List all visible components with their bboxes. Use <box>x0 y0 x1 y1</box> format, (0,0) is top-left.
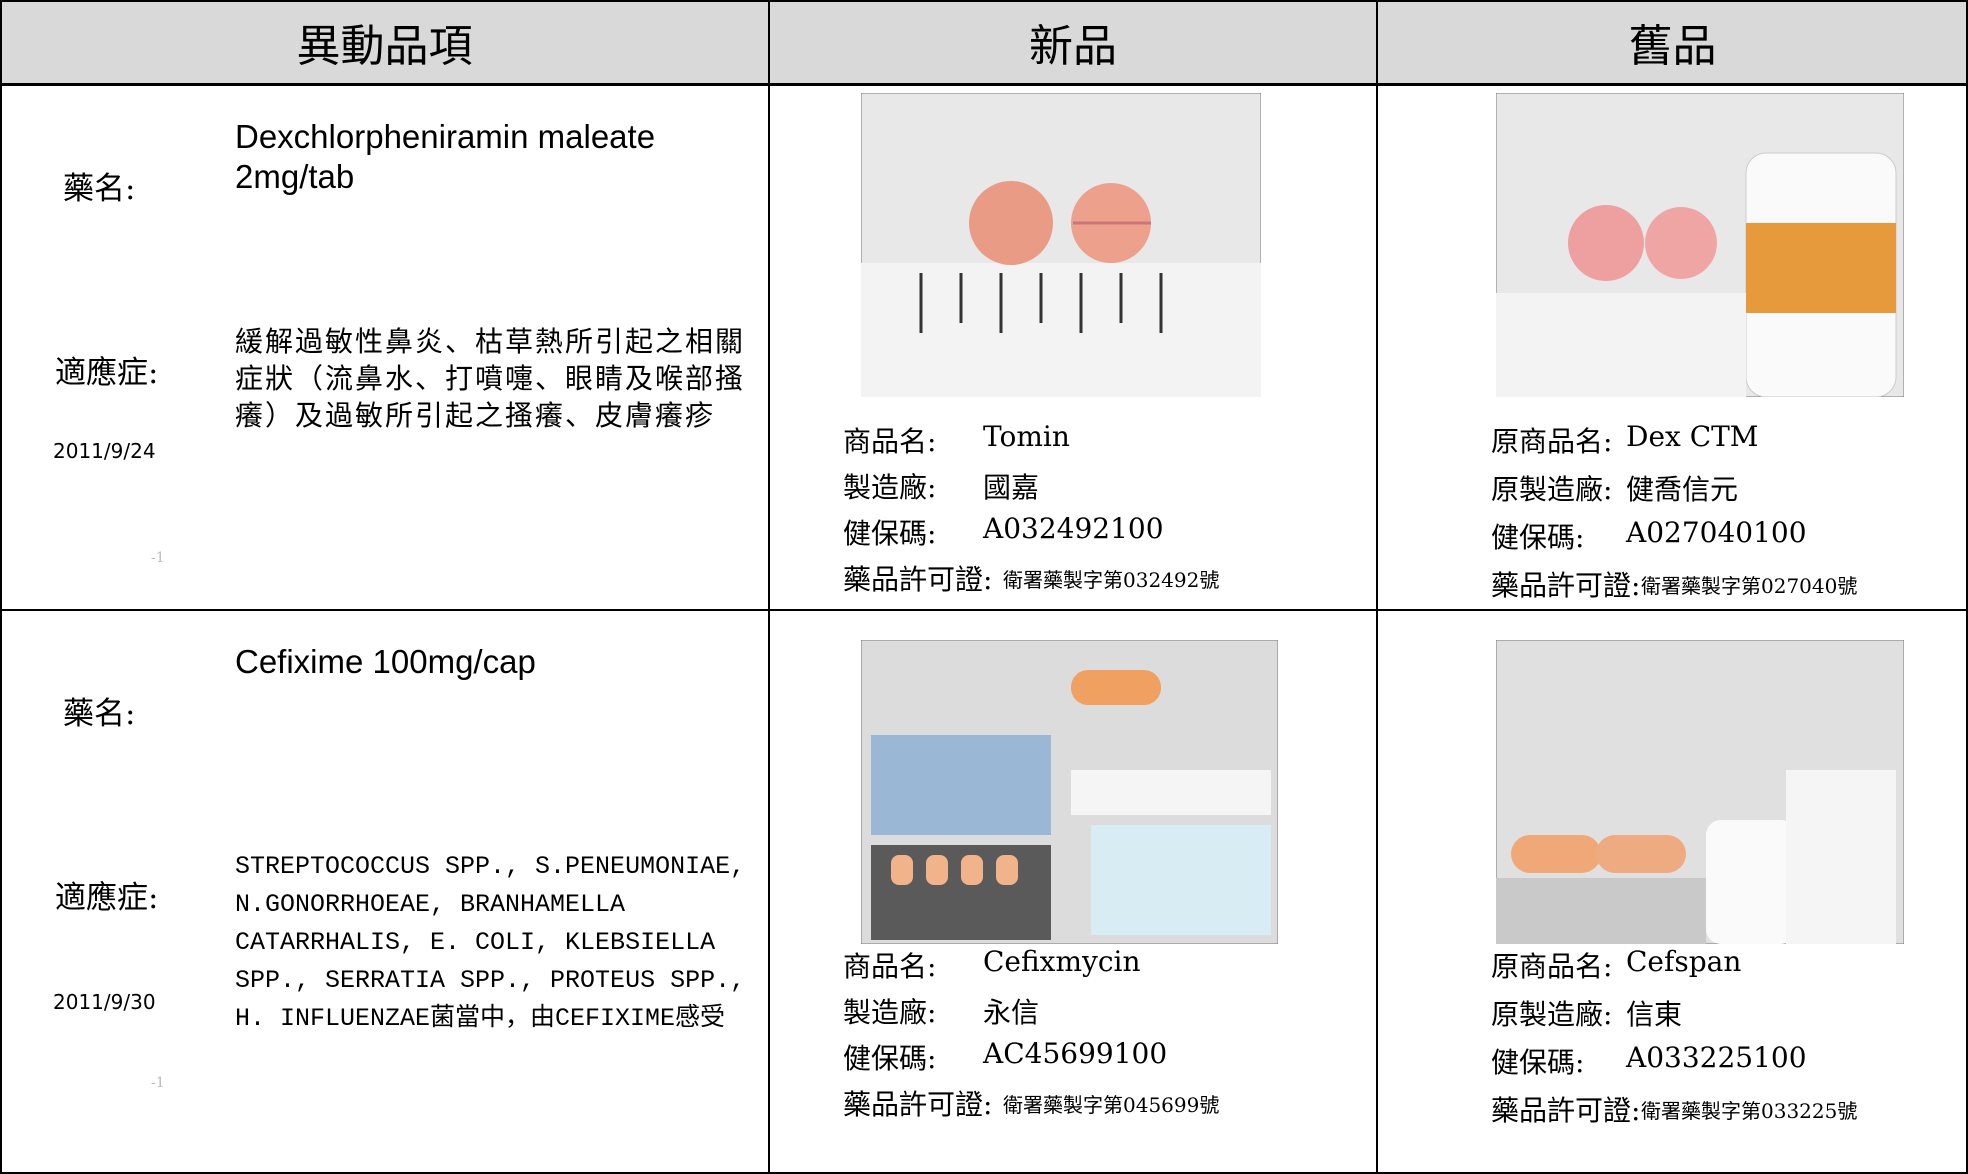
drug-label: 藥名: <box>63 696 136 732</box>
field-label: 藥品許可證: <box>843 563 993 596</box>
field-label: 藥品許可證: <box>1491 1094 1641 1127</box>
field-label: 藥品許可證: <box>1491 569 1641 602</box>
field-label: 製造廠: <box>843 471 937 504</box>
field: 健保碼: A033225100 <box>1491 1041 1807 1081</box>
field-label: 原商品名: <box>1491 425 1613 458</box>
field: 藥品許可證: 衛署藥製字第033225號 <box>1491 1089 1857 1129</box>
field-label: 健保碼: <box>843 517 937 550</box>
field: 健保碼: A027040100 <box>1491 516 1807 556</box>
field-value: 健喬信元 <box>1626 473 1739 506</box>
drug-label: 藥名: <box>63 171 136 207</box>
field-label: 原商品名: <box>1491 950 1613 983</box>
field: 原商品名: Dex CTM <box>1491 420 1758 460</box>
header-cell: 新品 <box>769 0 1377 85</box>
border <box>768 0 770 1174</box>
field-label: 原製造廠: <box>1491 473 1613 506</box>
date: 2011/9/24 <box>53 439 156 463</box>
date: 2011/9/30 <box>53 990 156 1014</box>
indication: 緩解過敏性鼻炎、枯草熱所引起之相關症狀（流鼻水、打噴嚏、眼睛及喉部搔癢）及過敏所… <box>235 325 746 432</box>
field: 原製造廠: 健喬信元 <box>1491 468 1738 508</box>
field-value: Dex CTM <box>1626 420 1759 453</box>
border <box>0 0 1968 2</box>
field-label: 商品名: <box>843 950 937 983</box>
indication: STREPTOCOCCUS SPP., S.PENEUMONIAE, N.GON… <box>235 852 746 1033</box>
field: 健保碼: A032492100 <box>843 512 1164 552</box>
field-value: 衛署藥製字第033225號 <box>1641 1099 1858 1123</box>
field-value: 衛署藥製字第027040號 <box>1641 574 1858 598</box>
field-value: A027040100 <box>1626 516 1807 549</box>
border <box>0 84 1968 86</box>
field-value: AC45699100 <box>983 1037 1168 1070</box>
header-cell: 舊品 <box>1377 0 1968 85</box>
field-label: 商品名: <box>843 425 937 458</box>
field-value: 信東 <box>1626 998 1683 1031</box>
field-label: 製造廠: <box>843 996 937 1029</box>
border <box>0 0 2 1174</box>
drug-photo <box>1496 93 1904 397</box>
field-value: A033225100 <box>1626 1041 1807 1074</box>
note: -1 <box>151 550 165 566</box>
field-label: 健保碼: <box>1491 521 1585 554</box>
field-value: Cefspan <box>1626 945 1742 978</box>
indication-label: 適應症: <box>55 880 159 916</box>
drug-photo <box>1496 640 1904 944</box>
border <box>1966 0 1968 1174</box>
field-value: 衛署藥製字第045699號 <box>1003 1093 1220 1117</box>
header-cell: 異動品項 <box>0 0 769 85</box>
field: 製造廠: 永信 <box>843 991 1039 1031</box>
field: 藥品許可證: 衛署藥製字第045699號 <box>843 1083 1219 1123</box>
note: -1 <box>151 1075 165 1091</box>
drug-photo <box>861 93 1261 397</box>
drug-photo <box>861 640 1278 944</box>
field-label: 健保碼: <box>843 1042 937 1075</box>
field-value: 永信 <box>983 996 1040 1029</box>
field: 藥品許可證: 衛署藥製字第032492號 <box>843 558 1219 598</box>
field: 原商品名: Cefspan <box>1491 945 1741 985</box>
field: 製造廠: 國嘉 <box>843 466 1039 506</box>
field-value: Cefixmycin <box>983 945 1141 978</box>
field: 原製造廠: 信東 <box>1491 993 1682 1033</box>
field-value: A032492100 <box>983 512 1164 545</box>
border <box>0 609 1968 611</box>
border <box>1376 0 1378 1174</box>
border <box>0 1172 1968 1174</box>
field-label: 健保碼: <box>1491 1046 1585 1079</box>
indication-label: 適應症: <box>55 355 159 391</box>
field: 商品名: Cefixmycin <box>843 945 1141 985</box>
drug-name: Dexchlorpheniramin maleate 2mg/tab <box>235 118 656 195</box>
field-value: 國嘉 <box>983 471 1040 504</box>
field-value: Tomin <box>983 420 1070 453</box>
field: 商品名: Tomin <box>843 420 1070 460</box>
field: 藥品許可證: 衛署藥製字第027040號 <box>1491 564 1857 604</box>
field-label: 藥品許可證: <box>843 1088 993 1121</box>
field-value: 衛署藥製字第032492號 <box>1003 568 1220 592</box>
field-label: 原製造廠: <box>1491 998 1613 1031</box>
field: 健保碼: AC45699100 <box>843 1037 1167 1077</box>
drug-name: Cefixime 100mg/cap <box>235 643 536 680</box>
